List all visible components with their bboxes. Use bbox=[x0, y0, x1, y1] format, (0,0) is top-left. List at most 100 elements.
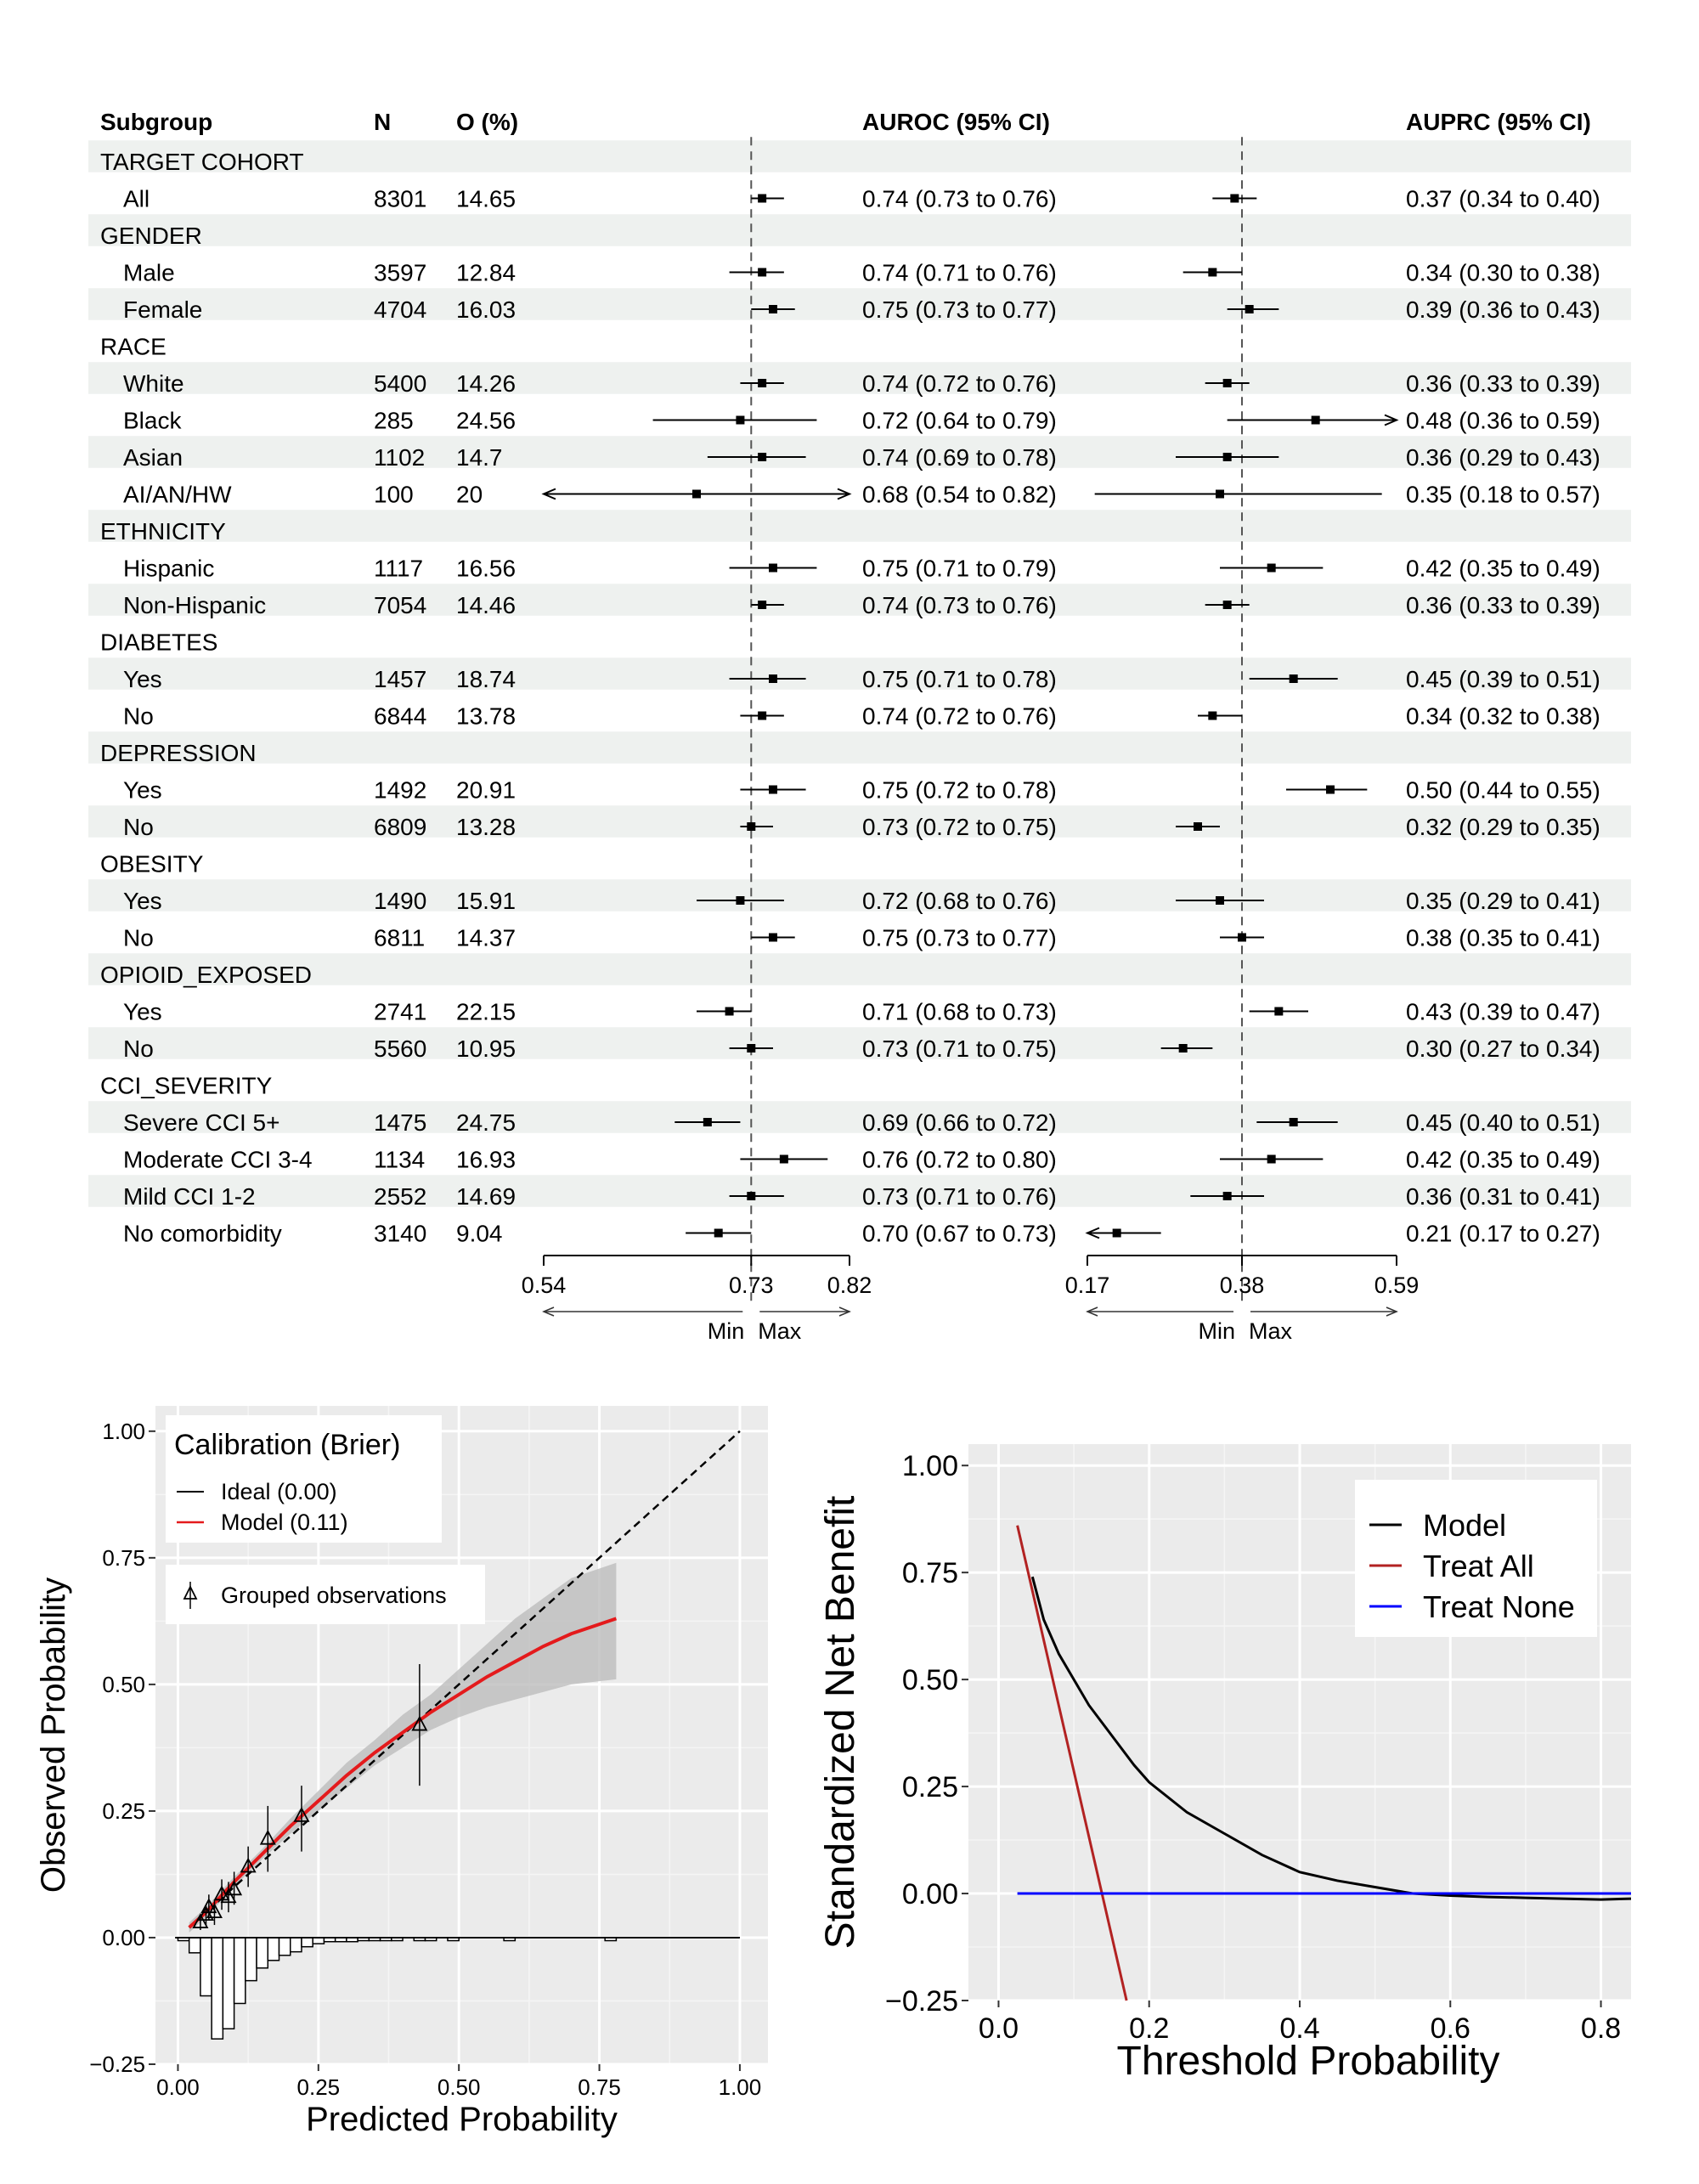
auroc-text: 0.74 (0.69 to 0.78) bbox=[862, 444, 1057, 471]
row-stripe bbox=[88, 1101, 1631, 1133]
o-value: 14.26 bbox=[456, 370, 516, 397]
histogram-bar bbox=[188, 1937, 201, 1954]
row-stripe bbox=[88, 953, 1631, 985]
auroc-point bbox=[758, 601, 767, 609]
auroc-point bbox=[747, 1044, 756, 1052]
group-header: DEPRESSION bbox=[100, 740, 257, 766]
observation-marker bbox=[411, 1715, 428, 1731]
n-value: 6811 bbox=[374, 925, 425, 951]
observation-marker bbox=[192, 1913, 209, 1928]
group-header: CCI_SEVERITY bbox=[100, 1073, 273, 1099]
auprc-point bbox=[1311, 415, 1320, 425]
model-confidence-band bbox=[189, 1562, 617, 1933]
legend-label-ideal: Ideal (0.00) bbox=[221, 1479, 337, 1504]
auprc-point bbox=[1178, 1044, 1188, 1052]
row-stripe bbox=[88, 436, 1631, 468]
auroc-point bbox=[692, 489, 701, 499]
subgroup-label: Yes bbox=[123, 777, 162, 804]
auroc-point bbox=[758, 711, 767, 720]
histogram-bar bbox=[290, 1937, 302, 1953]
subgroup-label: No bbox=[123, 703, 154, 730]
o-value: 14.65 bbox=[456, 186, 516, 212]
auprc-min-arrowhead bbox=[1086, 1306, 1098, 1317]
row-stripe bbox=[88, 140, 1631, 172]
n-value: 1134 bbox=[374, 1147, 425, 1173]
n-value: 3597 bbox=[374, 260, 426, 286]
auroc-max-label: Max bbox=[758, 1318, 802, 1344]
auprc-max-label: Max bbox=[1249, 1318, 1293, 1344]
subgroup-label: No bbox=[123, 814, 154, 840]
auprc-point bbox=[1274, 1007, 1284, 1016]
n-value: 1457 bbox=[374, 666, 426, 692]
subgroup-label: White bbox=[123, 370, 184, 397]
y-axis-title: Observed Probability bbox=[35, 1577, 72, 1893]
n-value: 1117 bbox=[374, 556, 423, 582]
o-value: 14.37 bbox=[456, 925, 516, 951]
legend-label-model: Model (0.11) bbox=[221, 1510, 348, 1535]
x-tick-label: 1.00 bbox=[719, 2074, 762, 2100]
y-tick-label: 0.25 bbox=[102, 1798, 145, 1824]
y-tick-label: 1.00 bbox=[102, 1419, 145, 1444]
n-value: 5560 bbox=[374, 1036, 426, 1062]
auroc-text: 0.73 (0.71 to 0.75) bbox=[862, 1036, 1057, 1062]
row-stripe bbox=[88, 657, 1631, 690]
auprc-point bbox=[1289, 674, 1298, 683]
y-tick-label: −0.25 bbox=[885, 1985, 958, 2018]
legend-title: Calibration (Brier) bbox=[174, 1429, 400, 1461]
y-tick-label: 0.50 bbox=[102, 1672, 145, 1697]
auprc-tick-label: 0.59 bbox=[1374, 1273, 1420, 1298]
auprc-point bbox=[1222, 453, 1232, 461]
auroc-text: 0.71 (0.68 to 0.73) bbox=[862, 999, 1057, 1025]
subgroup-label: No bbox=[123, 1036, 154, 1062]
histogram-bar bbox=[301, 1937, 313, 1948]
subgroup-label: AI/AN/HW bbox=[123, 482, 232, 508]
observation-marker bbox=[226, 1880, 243, 1896]
header-subgroup: Subgroup bbox=[100, 109, 212, 135]
auroc-max-arrowhead bbox=[838, 1306, 851, 1317]
auroc-point bbox=[747, 822, 756, 831]
subgroup-label: Female bbox=[123, 296, 202, 323]
legend-key-observation-marker bbox=[183, 1584, 198, 1600]
auprc-point bbox=[1238, 933, 1246, 942]
auroc-text: 0.74 (0.72 to 0.76) bbox=[862, 703, 1057, 730]
subgroup-label: Mild CCI 1-2 bbox=[123, 1183, 256, 1210]
o-value: 12.84 bbox=[456, 260, 516, 286]
o-value: 14.46 bbox=[456, 592, 516, 618]
n-value: 6844 bbox=[374, 703, 426, 730]
auroc-min-arrowhead bbox=[542, 1306, 555, 1317]
row-stripe bbox=[88, 1175, 1631, 1207]
auroc-point bbox=[769, 933, 777, 942]
auroc-point bbox=[747, 1192, 756, 1200]
observation-marker bbox=[200, 1898, 217, 1914]
x-axis-title: Threshold Probability bbox=[1117, 2039, 1500, 2084]
subgroup-label: Hispanic bbox=[123, 556, 214, 582]
o-value: 24.56 bbox=[456, 408, 516, 434]
o-value: 16.93 bbox=[456, 1147, 516, 1173]
o-value: 10.95 bbox=[456, 1036, 516, 1062]
n-value: 2741 bbox=[374, 999, 426, 1025]
n-value: 4704 bbox=[374, 296, 426, 323]
auprc-text: 0.36 (0.33 to 0.39) bbox=[1406, 592, 1600, 618]
y-tick-label: 0.25 bbox=[902, 1771, 958, 1803]
subgroup-label: Male bbox=[123, 260, 175, 286]
group-header: OPIOID_EXPOSED bbox=[100, 962, 312, 988]
histogram-bar bbox=[245, 1937, 257, 1982]
histogram-bar bbox=[200, 1937, 212, 1997]
n-value: 1475 bbox=[374, 1109, 426, 1136]
auprc-ci-arrow bbox=[1384, 414, 1399, 426]
n-value: 6809 bbox=[374, 814, 426, 840]
y-tick-label: 0.50 bbox=[902, 1664, 958, 1696]
auprc-text: 0.50 (0.44 to 0.55) bbox=[1406, 777, 1600, 804]
auprc-text: 0.43 (0.39 to 0.47) bbox=[1406, 999, 1600, 1025]
auprc-text: 0.35 (0.29 to 0.41) bbox=[1406, 888, 1600, 914]
auprc-text: 0.36 (0.33 to 0.39) bbox=[1406, 370, 1600, 397]
header-auroc: AUROC (95% CI) bbox=[862, 109, 1050, 135]
auprc-text: 0.30 (0.27 to 0.34) bbox=[1406, 1036, 1600, 1062]
n-value: 8301 bbox=[374, 186, 426, 212]
row-stripe bbox=[88, 879, 1631, 911]
subgroup-label: Severe CCI 5+ bbox=[123, 1109, 279, 1136]
row-stripe bbox=[88, 584, 1631, 616]
row-stripe bbox=[88, 214, 1631, 246]
forest-plot: Subgroup N O (%) AUROC (95% CI) AUPRC (95% C… bbox=[88, 109, 1631, 1344]
auprc-point bbox=[1326, 785, 1335, 794]
